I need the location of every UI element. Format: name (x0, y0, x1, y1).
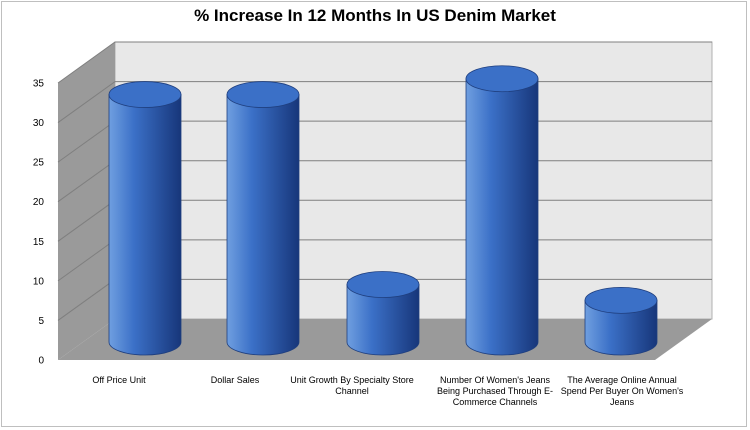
bar-body (465, 78, 539, 356)
bar-top (584, 286, 658, 314)
bar (108, 81, 182, 356)
y-tick-label: 30 (33, 118, 45, 129)
category-label-off-price-unit: Off Price Unit (92, 375, 146, 385)
bar (226, 81, 300, 356)
bar-body (226, 94, 300, 356)
bar (584, 286, 658, 356)
category-label-average-online-spend: The Average Online Annual Spend Per Buye… (560, 375, 684, 407)
chart-title: % Increase In 12 Months In US Denim Mark… (194, 6, 556, 25)
bar-body (584, 299, 658, 356)
y-tick-label: 0 (38, 356, 44, 367)
y-tick-label: 25 (33, 158, 45, 169)
bar-top (465, 65, 539, 93)
y-tick-label: 10 (33, 276, 45, 287)
y-tick-label: 20 (33, 197, 45, 208)
bar-body (346, 284, 420, 356)
category-label-dollar-sales: Dollar Sales (210, 375, 260, 385)
bar-top (108, 81, 182, 108)
y-tick-label: 5 (38, 316, 44, 327)
category-label-unit-growth: Unit Growth By Specialty Store Channel (290, 375, 414, 396)
bar-top (346, 271, 420, 298)
bars (108, 65, 658, 356)
side-wall (58, 42, 115, 360)
bar (346, 271, 420, 356)
category-label-womens-jeans-ecommerce: Number Of Women's Jeans Being Purchased … (437, 375, 553, 407)
bar (465, 65, 539, 356)
y-tick-label: 15 (33, 237, 45, 248)
y-axis-ticks: 0 5 10 15 20 25 30 35 (33, 79, 45, 367)
bar-top (226, 81, 300, 108)
gridline (57, 41, 712, 84)
y-tick-label: 35 (33, 79, 45, 90)
bar-body (108, 94, 182, 356)
